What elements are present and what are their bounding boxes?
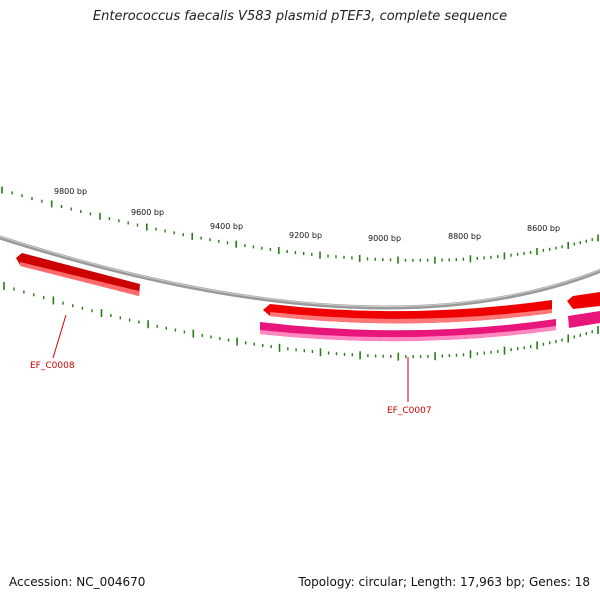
- gene-ef-c0008[interactable]: [16, 253, 140, 296]
- gene-ef-c0007-complement[interactable]: [260, 319, 556, 342]
- plasmid-backbone-highlight: [0, 236, 600, 308]
- gene-partial-right[interactable]: [567, 292, 600, 328]
- outer-tick-marks: [1, 186, 599, 264]
- gene-ef-c0007[interactable]: [263, 300, 552, 324]
- sequence-summary-text: Topology: circular; Length: 17,963 bp; G…: [298, 575, 590, 589]
- gene-label-ef-c0008[interactable]: EF_C0008: [30, 361, 75, 371]
- gene-label-ef-c0007[interactable]: EF_C0007: [387, 406, 432, 416]
- tick-label-9400: 9400 bp: [210, 222, 243, 231]
- leader-line-ef-c0008: [52, 314, 67, 359]
- accession-text: Accession: NC_004670: [9, 575, 146, 589]
- tick-label-9200: 9200 bp: [289, 231, 322, 240]
- tick-label-9800: 9800 bp: [54, 187, 87, 196]
- inner-tick-marks: [3, 282, 599, 361]
- tick-label-9000: 9000 bp: [368, 234, 401, 243]
- page-title: Enterococcus faecalis V583 plasmid pTEF3…: [92, 9, 508, 24]
- tick-label-8600: 8600 bp: [527, 224, 560, 233]
- tick-label-9600: 9600 bp: [131, 208, 164, 217]
- tick-label-8800: 8800 bp: [448, 232, 481, 241]
- plasmid-backbone: [0, 235, 600, 310]
